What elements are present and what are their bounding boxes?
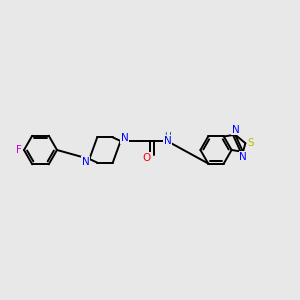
Text: S: S xyxy=(248,138,254,148)
Text: N: N xyxy=(239,152,247,162)
Text: N: N xyxy=(82,157,89,167)
Text: N: N xyxy=(164,136,172,146)
Text: H: H xyxy=(164,132,171,141)
Text: O: O xyxy=(142,153,151,163)
Text: N: N xyxy=(121,133,128,143)
Text: N: N xyxy=(232,124,239,135)
Text: F: F xyxy=(16,145,22,155)
